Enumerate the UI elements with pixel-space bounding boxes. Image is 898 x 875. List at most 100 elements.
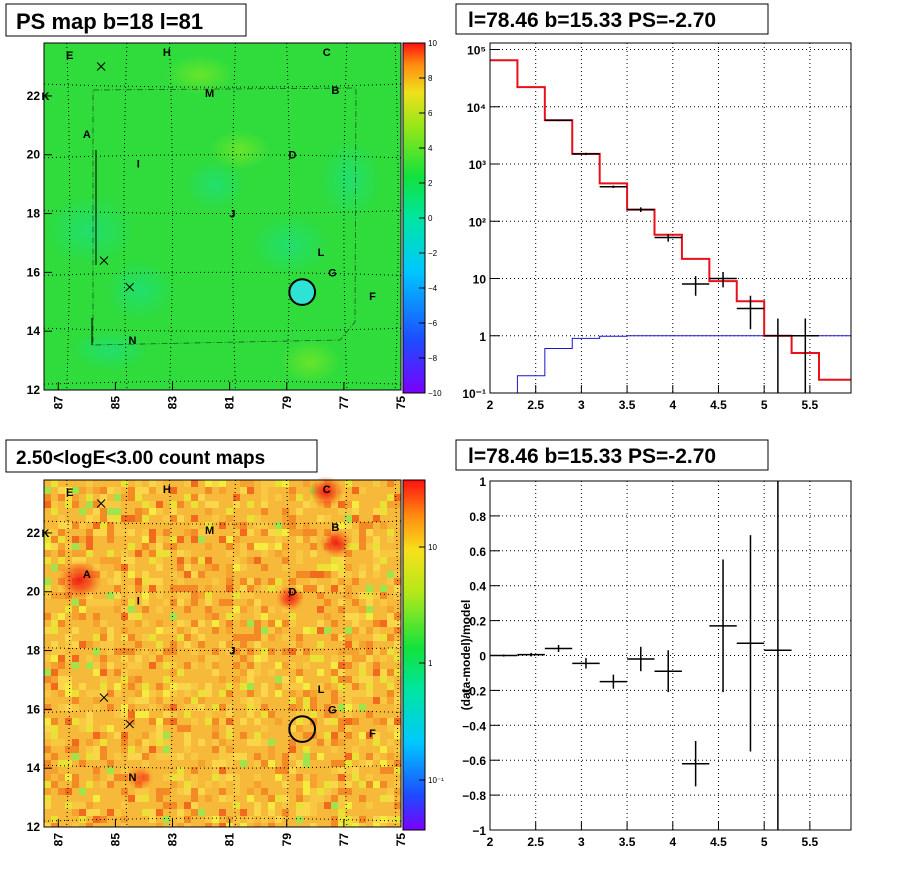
count-pixel	[296, 697, 303, 704]
count-pixel	[373, 564, 380, 571]
count-pixel	[72, 613, 79, 620]
count-pixel	[275, 494, 282, 501]
count-pixel	[149, 746, 156, 753]
count-pixel	[303, 718, 310, 725]
count-pixel	[44, 592, 51, 599]
count-pixel	[373, 697, 380, 704]
count-pixel	[142, 571, 149, 578]
count-pixel	[268, 739, 275, 746]
count-pixel	[107, 627, 114, 634]
y-tick-label: 16	[27, 265, 41, 279]
count-pixel	[226, 627, 233, 634]
y-tick-label: 18	[27, 644, 41, 658]
count-pixel	[212, 732, 219, 739]
count-pixel	[65, 704, 72, 711]
count-pixel	[233, 676, 240, 683]
count-pixel	[65, 676, 72, 683]
ps-map-sources: E H C K M B A I D J LG F N	[41, 47, 376, 347]
count-pixel	[387, 718, 394, 725]
count-pixel	[212, 501, 219, 508]
count-pixel	[156, 648, 163, 655]
count-pixel	[387, 494, 394, 501]
count-pixel	[121, 823, 128, 827]
count-pixel	[296, 802, 303, 809]
count-pixel	[65, 774, 72, 781]
count-pixel	[296, 760, 303, 767]
y-tick-label: 0	[479, 650, 486, 664]
count-pixel	[261, 494, 268, 501]
count-pixel	[240, 655, 247, 662]
count-pixel	[135, 711, 142, 718]
ps-map-x-ticks: 87 85 83 81 79 77 75	[51, 382, 408, 409]
count-pixel	[142, 732, 149, 739]
count-pixel	[268, 606, 275, 613]
source-label-C: C	[323, 47, 331, 59]
count-pixel	[261, 648, 268, 655]
count-pixel	[247, 620, 254, 627]
count-pixel	[128, 592, 135, 599]
source-label-B: B	[331, 85, 339, 97]
source-cross-marker	[96, 62, 106, 71]
count-pixel	[86, 781, 93, 788]
count-pixel	[380, 718, 387, 725]
y-tick-label: −0.6	[462, 754, 486, 768]
count-pixel	[100, 739, 107, 746]
count-pixel	[352, 655, 359, 662]
count-pixel	[338, 809, 345, 816]
count-pixel	[205, 480, 212, 487]
count-pixel	[254, 662, 261, 669]
count-pixel	[254, 760, 261, 767]
count-pixel	[65, 760, 72, 767]
count-pixel	[128, 571, 135, 578]
count-pixel	[303, 697, 310, 704]
count-pixel	[86, 550, 93, 557]
count-pixel	[380, 676, 387, 683]
count-pixel	[219, 746, 226, 753]
count-pixel	[114, 515, 121, 522]
count-pixel	[289, 487, 296, 494]
count-pixel	[121, 704, 128, 711]
count-pixel	[303, 746, 310, 753]
count-pixel	[72, 543, 79, 550]
count-pixel	[296, 704, 303, 711]
count-pixel	[373, 732, 380, 739]
count-pixel	[254, 669, 261, 676]
count-pixel	[345, 522, 352, 529]
count-pixel	[226, 543, 233, 550]
count-pixel	[303, 711, 310, 718]
spectrum-title: l=78.46 b=15.33 PS=-2.70	[468, 9, 716, 32]
source-label-I: I	[137, 596, 140, 608]
count-pixel	[107, 641, 114, 648]
count-map-panel: E H C K M B A I D J LG F N 87 85 83 81 79 77 75 12 14 16 18 20…	[5, 439, 444, 846]
count-pixel	[107, 557, 114, 564]
count-pixel	[338, 760, 345, 767]
source-label-N: N	[129, 335, 137, 347]
count-pixel	[86, 494, 93, 501]
count-pixel	[366, 753, 373, 760]
count-pixel	[107, 704, 114, 711]
count-pixel	[338, 599, 345, 606]
count-pixel	[114, 606, 121, 613]
count-pixel	[331, 732, 338, 739]
count-pixel	[338, 606, 345, 613]
count-pixel	[338, 571, 345, 578]
count-pixel	[345, 781, 352, 788]
count-pixel	[289, 494, 296, 501]
x-tick-label: 4.5	[710, 398, 727, 412]
count-pixel	[128, 487, 135, 494]
count-pixel	[79, 487, 86, 494]
count-pixel	[394, 718, 401, 725]
count-pixel	[296, 634, 303, 641]
count-pixel	[44, 718, 51, 725]
count-pixel	[205, 585, 212, 592]
count-pixel	[233, 501, 240, 508]
count-pixel	[135, 480, 142, 487]
count-pixel	[107, 578, 114, 585]
count-pixel	[93, 529, 100, 536]
count-pixel	[177, 515, 184, 522]
count-pixel	[345, 676, 352, 683]
count-pixel	[254, 655, 261, 662]
count-pixel	[114, 487, 121, 494]
y-tick-label: −1	[472, 824, 486, 838]
